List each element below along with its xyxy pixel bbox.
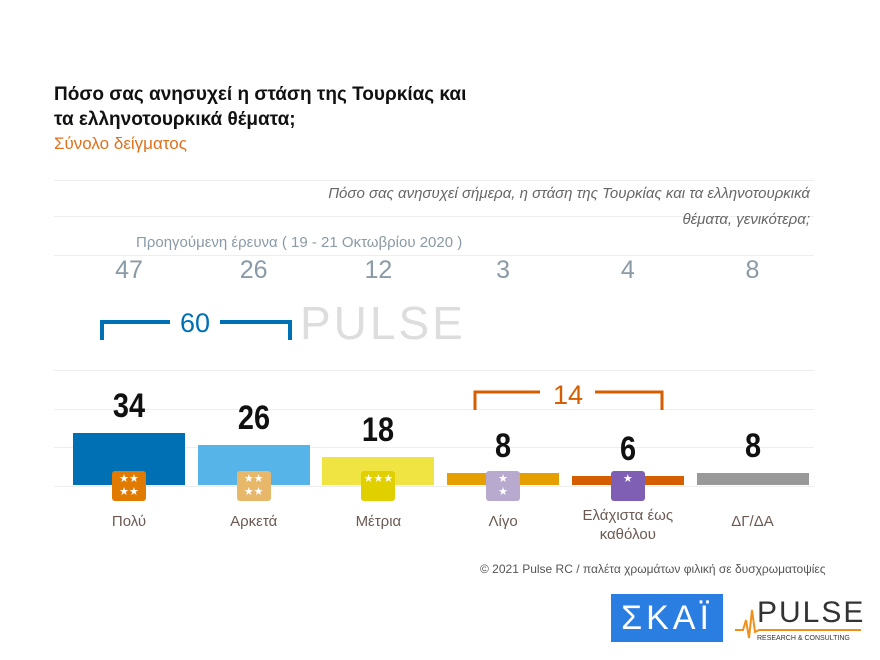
bracket-60 — [100, 320, 292, 340]
stars-icon: ★ ★ — [486, 471, 521, 501]
previous-survey-label: Προηγούμενη έρευνα ( 19 - 21 Οκτωβρίου 2… — [136, 234, 463, 251]
group-label-60: 60 — [179, 308, 211, 338]
previous-value: 47 — [115, 256, 143, 284]
gridline — [54, 255, 814, 256]
bar — [696, 472, 809, 485]
category-label: Λίγο — [488, 513, 518, 530]
stars-icon: ★★ ★★ — [112, 471, 146, 501]
gridline — [54, 447, 814, 448]
value-label: 26 — [237, 399, 270, 438]
pulse-logo: PULSE RESEARCH & CONSULTING — [735, 596, 865, 642]
previous-value: 26 — [239, 256, 268, 284]
svg-text:RESEARCH & CONSULTING: RESEARCH & CONSULTING — [757, 635, 850, 642]
stars-icon: ★★★ — [361, 471, 396, 501]
previous-value: 3 — [496, 256, 511, 284]
stars-icon: ★ — [610, 471, 645, 501]
gridline — [54, 180, 814, 181]
stars-icon: ★★ ★★ — [236, 471, 271, 501]
chart-subtitle: Σύνολο δείγματος — [54, 134, 187, 153]
baseline — [54, 486, 814, 487]
group-label-14: 14 — [552, 380, 584, 410]
footer-copyright: © 2021 Pulse RC / παλέτα χρωμάτων φιλική… — [480, 562, 826, 576]
category-label: Μέτρια — [355, 513, 402, 530]
gridline — [54, 409, 814, 410]
category-label: Αρκετά — [230, 513, 278, 530]
category-label: ΔΓ/ΔΑ — [731, 513, 774, 530]
survey-question: Πόσο σας ανησυχεί σήμερα, η στάση της Το… — [328, 185, 810, 228]
category-label: Πολύ — [111, 513, 147, 530]
chart-title: Πόσο σας ανησυχεί η στάση της Τουρκίας κ… — [54, 84, 467, 130]
previous-value: 8 — [745, 256, 760, 284]
watermark-logo: PULSE — [300, 297, 466, 349]
skai-logo: ΣΚΑΪ — [611, 594, 723, 642]
value-label: 6 — [619, 429, 636, 468]
value-label: 18 — [362, 411, 395, 450]
value-label: 8 — [495, 426, 512, 465]
gridline — [54, 216, 814, 217]
value-label: 34 — [112, 386, 146, 425]
previous-value: 12 — [364, 256, 393, 284]
gridline — [54, 370, 814, 371]
value-label: 8 — [744, 426, 761, 465]
previous-value: 4 — [620, 256, 635, 284]
bracket-14 — [473, 390, 664, 410]
svg-text:PULSE: PULSE — [757, 596, 865, 629]
category-label: Ελάχιστα έως καθόλου — [582, 507, 674, 543]
